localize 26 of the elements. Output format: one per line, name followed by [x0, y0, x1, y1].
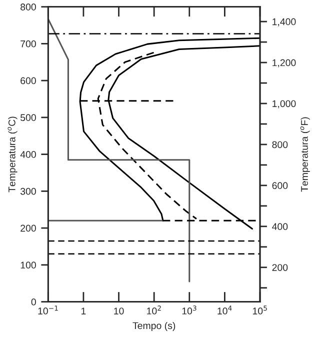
y-tick-label: 300 — [20, 188, 36, 195]
y-tick-label: 100 — [20, 262, 36, 269]
y-tick-label: 400 — [20, 151, 36, 158]
x-axis-title: Tempo (s) — [132, 322, 176, 332]
y2-tick-label: 1,000 — [272, 100, 296, 108]
x-tick-label: 10$^{5}$ — [252, 306, 267, 314]
y-tick-label: 200 — [20, 224, 36, 232]
y2-axis-title: Temperatura ($^{o}$F) — [300, 117, 310, 192]
y2-tick-label: 600 — [272, 182, 288, 190]
y2-tick-label: 1,200 — [272, 59, 296, 68]
y2-tick-label: 1,400 — [272, 18, 296, 26]
y-tick-label: 700 — [20, 40, 36, 48]
x-tick-label: 10$^{4}$ — [218, 306, 232, 314]
y2-tick-label: 200 — [272, 264, 288, 271]
x-tick-label: 10$^{3}$ — [182, 306, 196, 314]
x-tick-label: 10$^{2}$ — [147, 306, 161, 314]
y-tick-label: 0 — [31, 298, 36, 306]
x-tick-label: 10$^{−1}$ — [38, 306, 58, 314]
y2-tick-label: 800 — [272, 141, 288, 148]
y-tick-label: 600 — [20, 77, 36, 84]
y-tick-label: 800 — [20, 4, 36, 10]
y2-tick-label: 400 — [272, 223, 288, 230]
y-tick-label: 500 — [20, 114, 36, 122]
x-tick-label: 1 — [82, 308, 86, 314]
y-axis-title: Temperatura ($^{o}$C) — [8, 116, 18, 192]
x-tick-label: 10 — [114, 308, 124, 314]
